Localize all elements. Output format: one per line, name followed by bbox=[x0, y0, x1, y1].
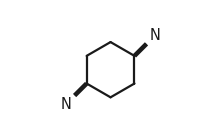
Text: N: N bbox=[150, 28, 160, 43]
Text: N: N bbox=[61, 96, 71, 112]
